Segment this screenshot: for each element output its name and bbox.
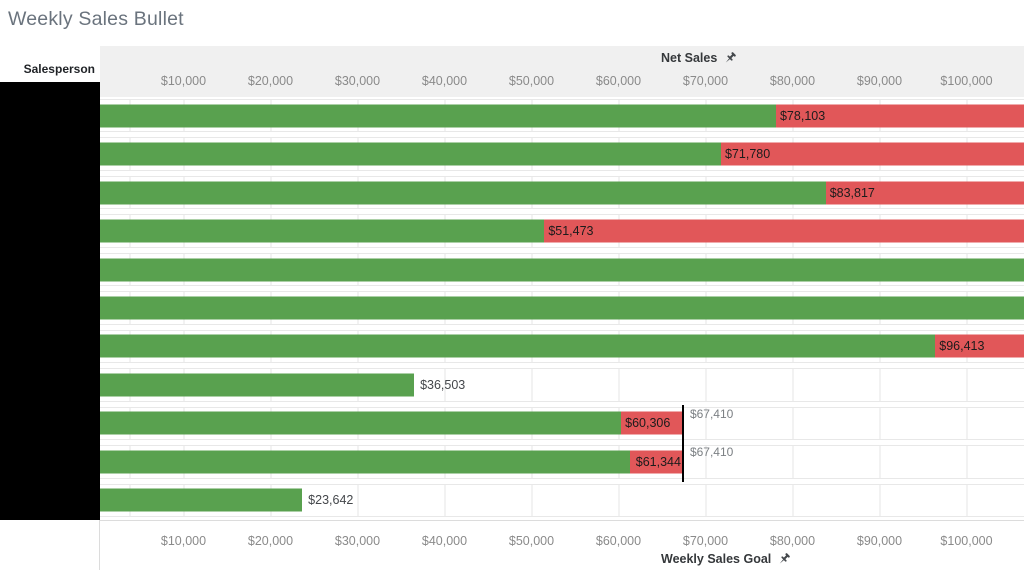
actual-sales-bar[interactable]	[100, 258, 1024, 282]
shortfall-bar[interactable]	[935, 334, 1024, 358]
bullet-row: $51,473	[100, 212, 1024, 250]
top-axis-band: Net Sales $10,000 $20,000 $30,000 $40,000 $5…	[100, 46, 1024, 97]
actual-sales-bar[interactable]	[100, 296, 1024, 320]
goal-value-label: $67,410	[689, 406, 734, 421]
bullet-row: $71,780	[100, 135, 1024, 173]
redacted-salesperson-names	[0, 82, 100, 520]
shortfall-bar[interactable]	[544, 219, 1024, 243]
actual-sales-bar[interactable]	[100, 411, 622, 435]
goal-reference-line	[681, 443, 685, 482]
bullet-row: $78,103	[100, 97, 1024, 135]
axis-tick-label: $90,000	[856, 534, 903, 548]
axis-tick-label: $90,000	[856, 74, 903, 88]
bottom-axis-title: Weekly Sales Goal	[661, 552, 791, 566]
top-axis-title-label: Net Sales	[661, 51, 718, 65]
bar-value-label: $83,817	[829, 185, 875, 200]
axis-tick-label: $50,000	[508, 74, 555, 88]
axis-tick-label: $50,000	[508, 534, 555, 548]
row-pane: $78,103	[100, 99, 1024, 133]
actual-sales-bar[interactable]	[100, 334, 936, 358]
row-pane: $96,413	[100, 329, 1024, 364]
bar-value-label: $51,473	[548, 224, 594, 239]
axis-tick-label: $100,000	[940, 534, 993, 548]
bottom-axis-title-label: Weekly Sales Goal	[661, 552, 772, 566]
axis-tick-label: $60,000	[595, 534, 642, 548]
actual-sales-bar[interactable]	[100, 488, 303, 512]
actual-sales-bar[interactable]	[100, 450, 631, 474]
row-pane: $83,817	[100, 175, 1024, 210]
shortfall-bar[interactable]	[720, 142, 1024, 166]
bar-value-label: $61,344	[635, 454, 681, 469]
bar-value-label: $23,642	[308, 493, 354, 508]
bar-value-label: $78,103	[779, 108, 826, 123]
top-axis-title: Net Sales	[661, 51, 737, 65]
bullet-row: $61,344 $67,410	[100, 443, 1024, 482]
row-pane: $36,503	[100, 368, 1024, 402]
plot-left-edge-line	[99, 520, 100, 570]
bottom-axis-band: $10,000 $20,000 $30,000 $40,000 $50,000 $60,0…	[100, 520, 1024, 576]
page-title: Weekly Sales Bullet	[8, 8, 184, 30]
bullet-row: $36,503	[100, 366, 1024, 404]
axis-tick-label: $70,000	[682, 74, 729, 88]
bullet-row: $83,817	[100, 174, 1024, 212]
actual-sales-bar[interactable]	[100, 181, 826, 205]
actual-sales-bar[interactable]	[100, 219, 545, 243]
axis-tick-label: $40,000	[421, 534, 468, 548]
axis-tick-label: $30,000	[334, 74, 381, 88]
axis-tick-label: $70,000	[682, 534, 729, 548]
actual-sales-bar[interactable]	[100, 373, 415, 397]
bar-value-label: $71,780	[724, 147, 771, 162]
axis-tick-label: $80,000	[769, 534, 816, 548]
shortfall-bar[interactable]	[621, 411, 683, 435]
pushpin-icon[interactable]	[777, 552, 791, 566]
row-pane: $23,642	[100, 483, 1024, 517]
row-pane	[100, 291, 1024, 325]
axis-tick-label: $100,000	[940, 74, 993, 88]
bullet-row: $96,413	[100, 328, 1024, 366]
axis-tick-label: $80,000	[769, 74, 816, 88]
row-pane: $60,306	[100, 406, 1024, 441]
goal-value-label: $67,410	[689, 445, 734, 460]
bar-value-label: $36,503	[420, 377, 466, 392]
axis-tick-label: $20,000	[247, 534, 294, 548]
bullet-row: $23,642	[100, 482, 1024, 520]
bullet-row: $60,306 $67,410	[100, 404, 1024, 444]
bullet-row	[100, 289, 1024, 327]
goal-reference-line	[681, 404, 685, 444]
salesperson-column-header: Salesperson	[23, 62, 95, 76]
row-pane: $71,780	[100, 137, 1024, 171]
shortfall-bar[interactable]	[630, 450, 683, 474]
axis-tick-label: $10,000	[160, 74, 207, 88]
actual-sales-bar[interactable]	[100, 104, 776, 128]
bullet-row	[100, 251, 1024, 289]
axis-tick-label: $30,000	[334, 534, 381, 548]
shortfall-bar[interactable]	[775, 104, 1024, 128]
axis-tick-label: $60,000	[595, 74, 642, 88]
row-pane: $51,473	[100, 214, 1024, 248]
shortfall-bar[interactable]	[825, 181, 1024, 205]
row-pane: $61,344	[100, 445, 1024, 479]
axis-tick-label: $20,000	[247, 74, 294, 88]
bar-value-label: $96,413	[939, 339, 985, 354]
row-pane	[100, 252, 1024, 287]
axis-tick-label: $10,000	[160, 534, 207, 548]
plot-area: $78,103 $71,780 $83,817 $51,473 $96,413 $36,5…	[100, 97, 1024, 520]
pushpin-icon[interactable]	[723, 51, 737, 65]
axis-tick-label: $40,000	[421, 74, 468, 88]
bar-value-label: $60,306	[625, 416, 671, 431]
actual-sales-bar[interactable]	[100, 142, 721, 166]
